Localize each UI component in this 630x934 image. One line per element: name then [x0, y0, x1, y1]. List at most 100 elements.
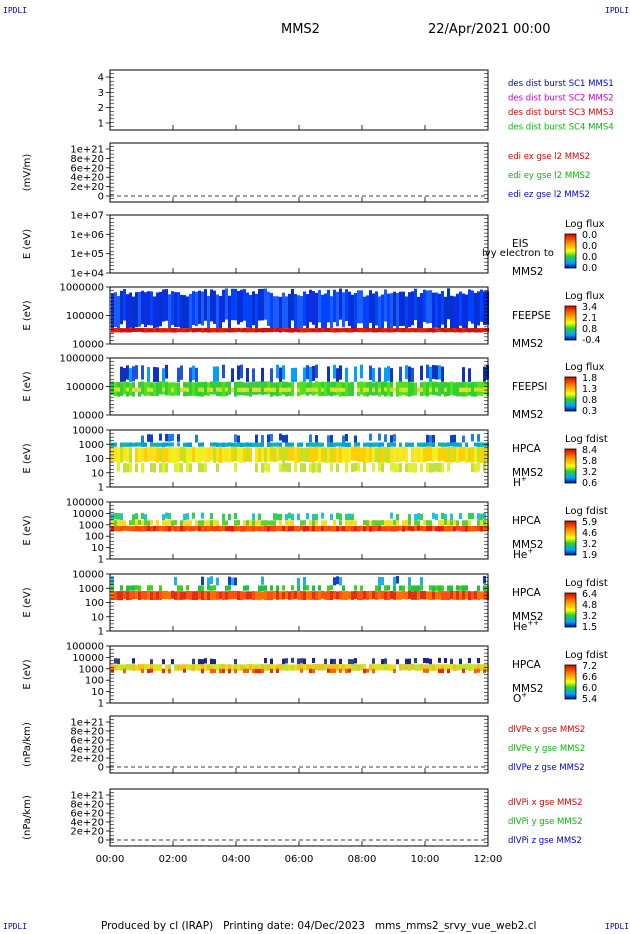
spectrogram-cell — [375, 328, 378, 333]
spectrogram-cell — [450, 327, 453, 333]
spectrogram-cell — [207, 295, 210, 329]
spectrogram-cell — [414, 585, 417, 591]
spectrogram-cell — [216, 664, 219, 671]
spectrogram-cell — [402, 520, 405, 526]
spectrogram-cell — [372, 442, 375, 448]
spectrogram-cell — [249, 327, 252, 333]
spectrogram-cell — [291, 520, 294, 526]
spectrogram-cell — [426, 520, 429, 526]
spectrogram-cell — [216, 328, 219, 333]
spectrogram-cell — [435, 585, 438, 591]
spectrogram-cell — [315, 328, 318, 333]
spectrogram-cell — [393, 525, 396, 532]
spectrogram-cell — [330, 664, 333, 671]
spectrogram-cell — [237, 290, 240, 325]
spectrogram-cell — [264, 387, 267, 392]
spectrogram-cell — [384, 591, 387, 600]
spectrogram-cell — [447, 446, 450, 463]
spectrogram-cell — [153, 525, 156, 532]
spectrogram-cell — [300, 328, 303, 333]
spectrogram-cell — [438, 590, 441, 600]
spectrogram-cell — [177, 367, 180, 382]
spectrogram-cell — [174, 664, 177, 671]
spectrogram-cell — [477, 585, 480, 591]
spectrogram-cell — [345, 664, 348, 672]
spectrogram-cell — [207, 577, 210, 586]
spectrogram-cell — [426, 462, 429, 473]
spectrogram-cell — [210, 668, 213, 674]
spectrogram-cell — [303, 576, 306, 586]
spectrogram-cell — [387, 520, 390, 526]
spectrogram-cell — [123, 328, 126, 333]
spectrogram-cell — [114, 512, 117, 520]
y-axis-label: (nPa/km) — [22, 722, 33, 767]
spectrogram-cell — [261, 576, 264, 585]
spectrogram-cell — [480, 513, 483, 521]
spectrogram-cell — [309, 366, 312, 382]
spectrogram-cell — [330, 525, 333, 532]
spectrogram-cell — [264, 520, 267, 526]
spectrogram-cell — [225, 664, 228, 671]
spectrogram-cell — [159, 433, 162, 441]
spectrogram-cell — [375, 291, 378, 326]
spectrogram-cell — [243, 442, 246, 448]
spectrogram-cell — [261, 591, 264, 600]
spectrogram-cell — [267, 447, 270, 462]
spectrogram-cell — [357, 442, 360, 447]
spectrogram-cell — [438, 525, 441, 532]
spectrogram-cell — [228, 295, 231, 329]
spectrogram-cell — [234, 434, 237, 443]
spectrogram-cell — [150, 328, 153, 333]
spectrogram-cell — [363, 447, 366, 463]
spectrogram-cell — [411, 382, 414, 396]
spectrogram-cell — [381, 520, 384, 526]
spectrogram-cell — [282, 327, 285, 332]
spectrogram-cell — [261, 367, 264, 382]
spectrogram-cell — [198, 590, 201, 600]
spectrogram-cell — [249, 447, 252, 462]
spectrogram-cell — [186, 296, 189, 329]
legend-entry: des dist burst SC2 MMS2 — [508, 94, 614, 104]
species-label: He+ — [513, 547, 533, 561]
spectrogram-cell — [297, 447, 300, 463]
spectrogram-cell — [174, 463, 177, 473]
spectrogram-cell — [306, 447, 309, 462]
spectrogram-cell — [387, 525, 390, 532]
spectrogram-cell — [381, 577, 384, 586]
spectrogram-cell — [279, 328, 282, 333]
spectrogram-cell — [132, 366, 135, 382]
spectrogram-cell — [399, 462, 402, 473]
spectrogram-cell — [411, 591, 414, 600]
spectrogram-cell — [123, 463, 126, 473]
spectrogram-cell — [171, 291, 174, 325]
spectrogram-cell — [201, 585, 204, 592]
spectrogram-cell — [159, 585, 162, 591]
spectrogram-cell — [174, 292, 177, 327]
spectrogram-cell — [405, 658, 408, 665]
spectrogram-cell — [201, 387, 204, 393]
spectrogram-cell — [138, 327, 141, 332]
spectrogram-cell — [234, 520, 237, 526]
spectrogram-cell — [111, 513, 114, 521]
spectrogram-cell — [228, 447, 231, 463]
spectrogram-cell — [327, 435, 330, 443]
spectrogram-cell — [372, 590, 375, 600]
spectrogram-cell — [297, 591, 300, 600]
spectrogram-cell — [480, 447, 483, 463]
y-tick-label: 1000 — [79, 584, 104, 595]
spectrogram-cell — [315, 513, 318, 521]
spectrogram-cell — [168, 294, 171, 329]
spectrogram-cell — [240, 442, 243, 448]
spectrogram-cell — [330, 447, 333, 463]
spectrogram-cell — [414, 664, 417, 671]
spectrogram-cell — [219, 668, 222, 674]
spectrogram-cell — [222, 442, 225, 448]
spectrogram-cell — [474, 447, 477, 463]
spectrogram-cell — [387, 293, 390, 329]
spectrogram-cell — [399, 446, 402, 463]
spectrogram-cell — [141, 520, 144, 526]
spectrogram-cell — [435, 513, 438, 521]
y-tick-label: 2e+20 — [70, 182, 104, 193]
spectrogram-cell — [276, 664, 279, 671]
spectrogram-cell — [474, 664, 477, 671]
